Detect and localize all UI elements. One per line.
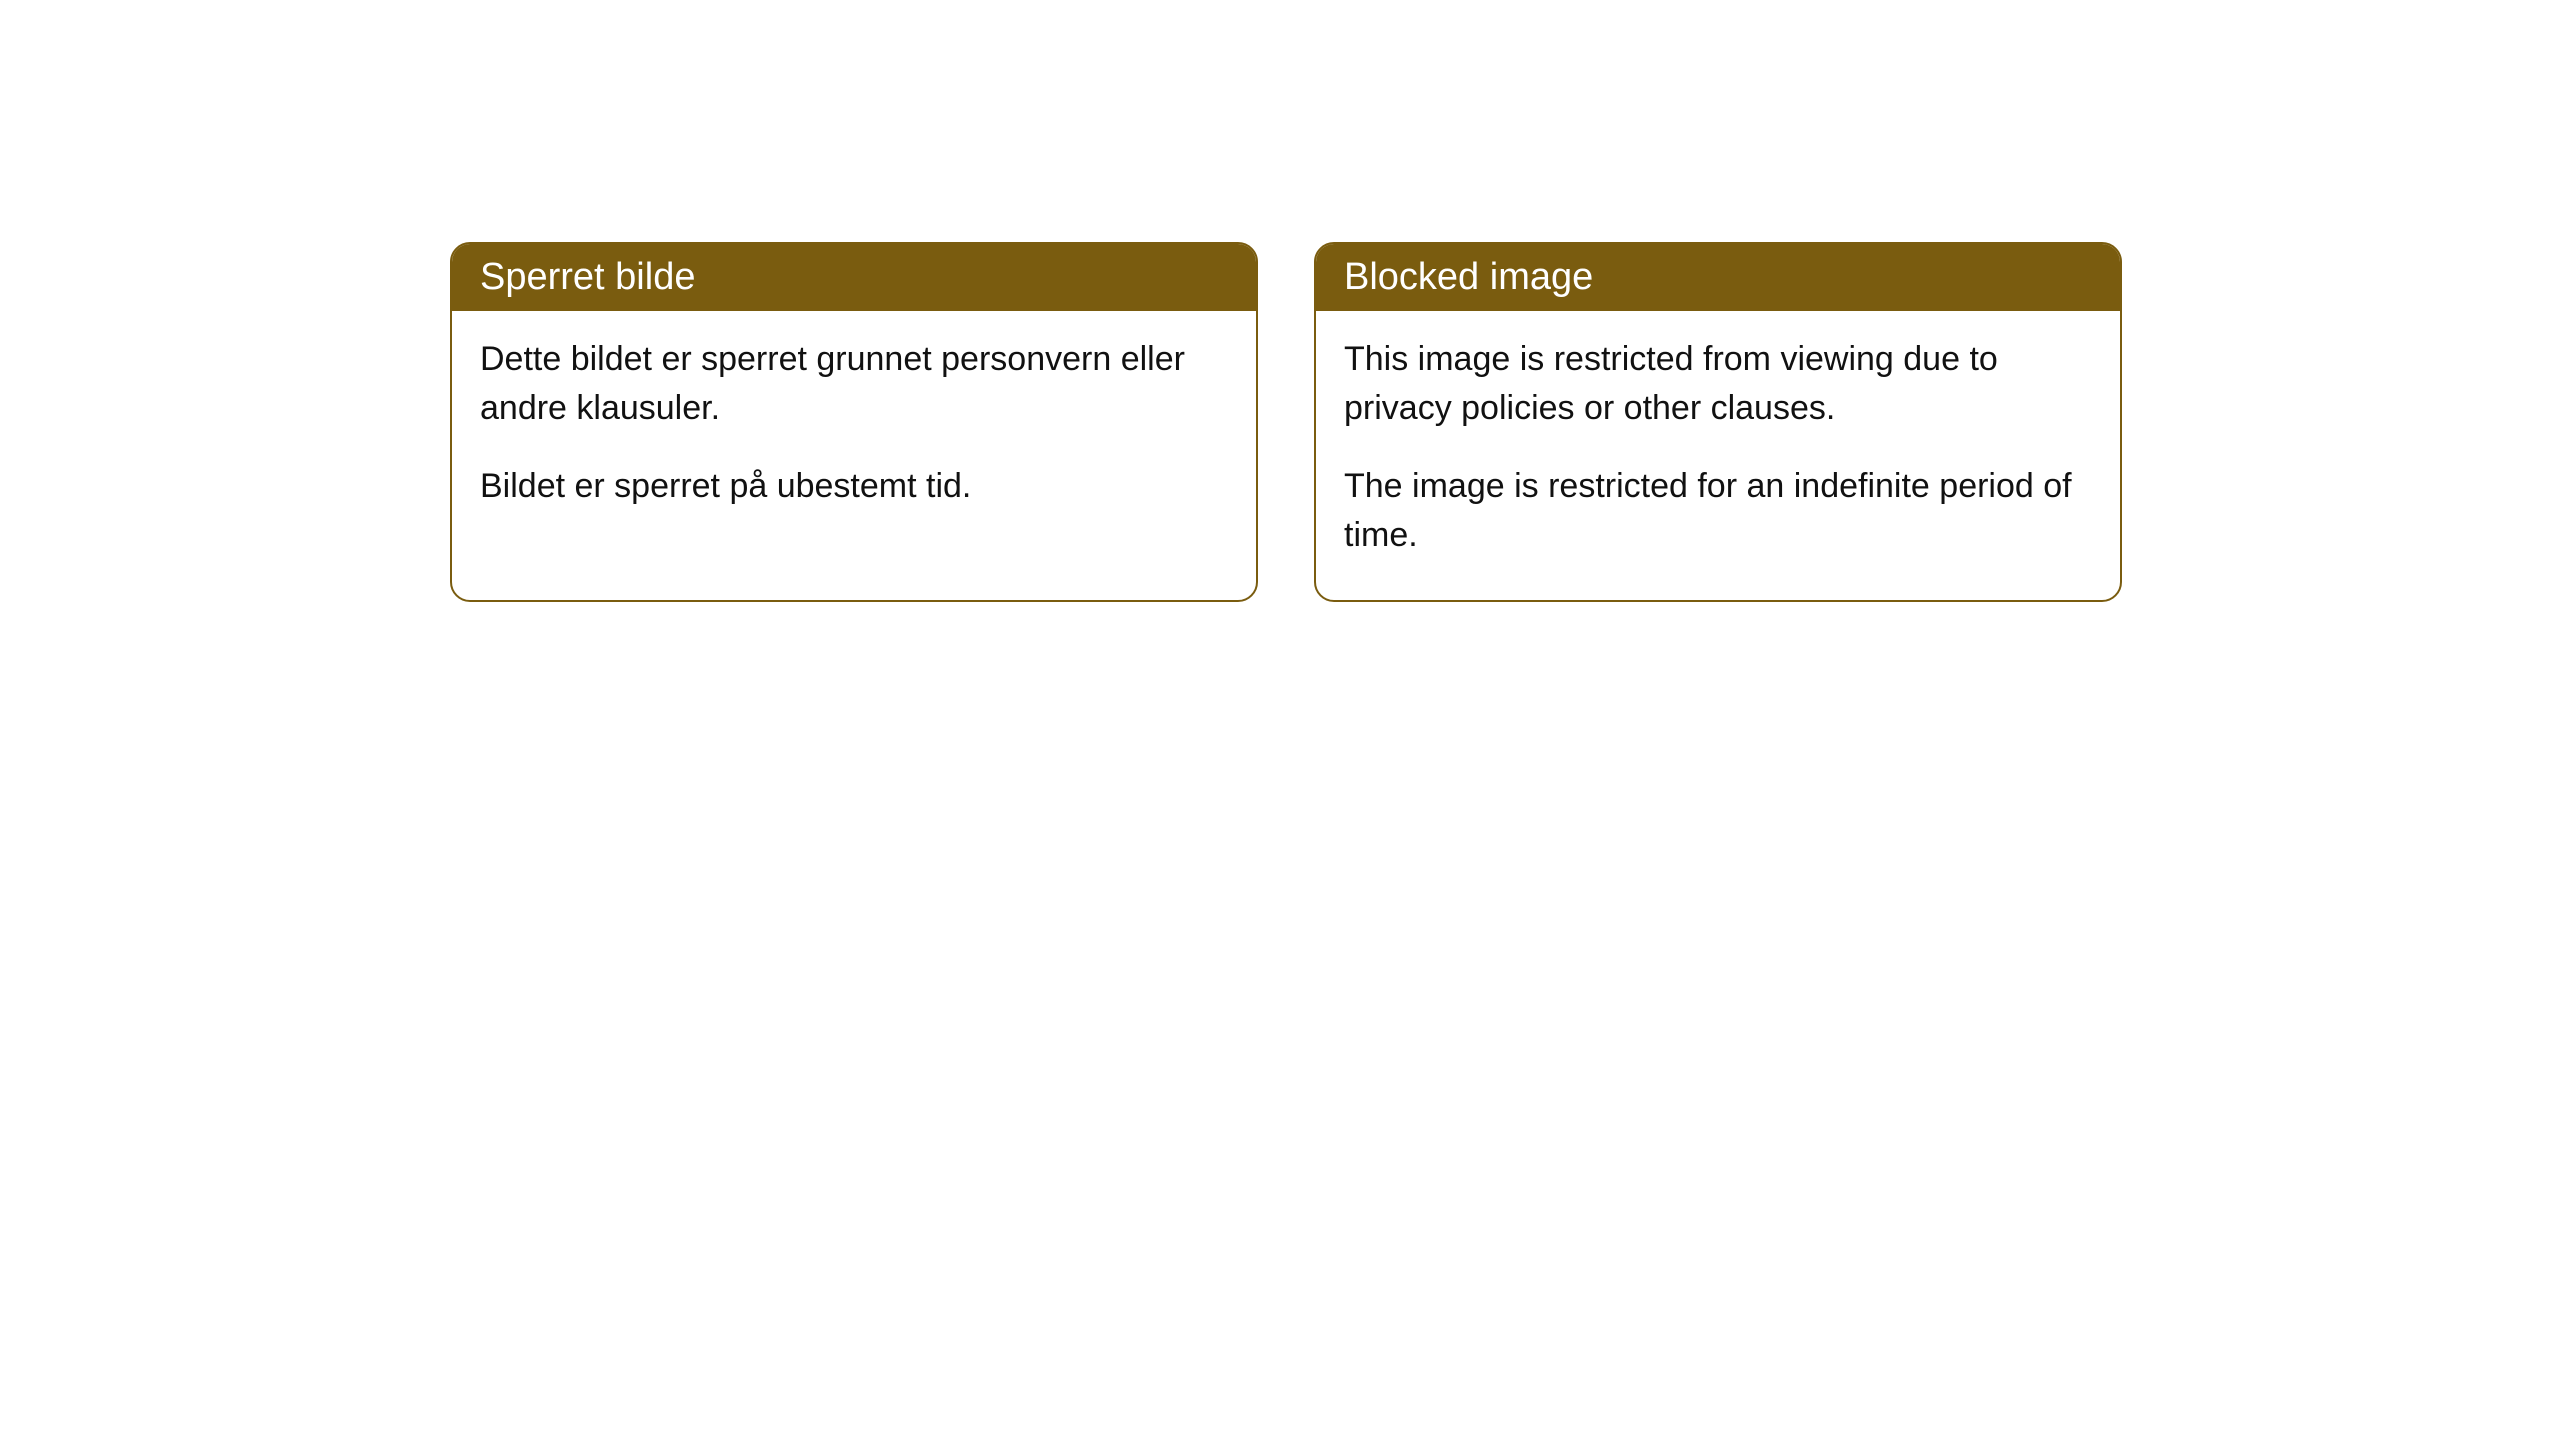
- notice-card-norwegian: Sperret bilde Dette bildet er sperret gr…: [450, 242, 1258, 602]
- card-header: Blocked image: [1316, 244, 2120, 311]
- card-body: This image is restricted from viewing du…: [1316, 311, 2120, 600]
- card-paragraph: This image is restricted from viewing du…: [1344, 335, 2092, 434]
- card-title: Sperret bilde: [480, 256, 695, 298]
- card-title: Blocked image: [1344, 256, 1593, 298]
- card-paragraph: The image is restricted for an indefinit…: [1344, 462, 2092, 561]
- notice-card-english: Blocked image This image is restricted f…: [1314, 242, 2122, 602]
- card-body: Dette bildet er sperret grunnet personve…: [452, 311, 1256, 551]
- card-header: Sperret bilde: [452, 244, 1256, 311]
- notice-cards-container: Sperret bilde Dette bildet er sperret gr…: [450, 242, 2122, 602]
- card-paragraph: Dette bildet er sperret grunnet personve…: [480, 335, 1228, 434]
- card-paragraph: Bildet er sperret på ubestemt tid.: [480, 462, 1228, 511]
